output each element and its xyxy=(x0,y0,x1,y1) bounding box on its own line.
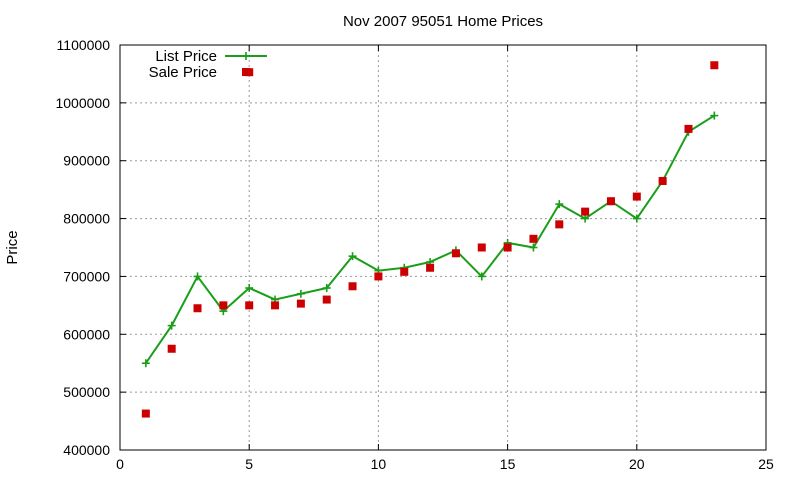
legend-marker xyxy=(242,52,250,60)
data-point xyxy=(426,263,435,272)
data-point xyxy=(296,289,305,298)
y-axis-label: Price xyxy=(4,230,21,264)
series-0 xyxy=(141,111,719,368)
data-point xyxy=(581,207,590,216)
data-point xyxy=(555,220,564,229)
data-point xyxy=(193,272,202,281)
data-point xyxy=(245,284,254,292)
y-tick-label: 800000 xyxy=(63,211,110,227)
axis-ticks: 0 5 10 15 20 25 400000 500000 600000 700000 800000… xyxy=(55,37,774,472)
chart-title: Nov 2007 95051 Home Prices xyxy=(343,13,543,30)
y-tick-label: 900000 xyxy=(63,153,110,169)
data-point xyxy=(710,111,719,120)
y-tick-label: 600000 xyxy=(63,326,110,342)
data-point xyxy=(581,214,590,223)
data-point xyxy=(529,243,538,252)
x-tick-label: 20 xyxy=(629,456,645,472)
data-point xyxy=(632,214,641,223)
plot-frame xyxy=(119,44,767,451)
data-point xyxy=(322,295,331,304)
y-tick-label: 1000000 xyxy=(55,95,110,111)
x-tick-label: 5 xyxy=(245,456,253,472)
x-tick-label: 10 xyxy=(371,456,387,472)
series-1 xyxy=(141,61,719,418)
x-tick-label: 25 xyxy=(758,456,774,472)
data-point xyxy=(374,272,383,281)
x-tick-label: 15 xyxy=(500,456,516,472)
data-point xyxy=(529,234,538,243)
data-point xyxy=(219,301,228,310)
data-point xyxy=(503,243,512,252)
data-point xyxy=(271,301,280,310)
data-point xyxy=(477,272,486,281)
x-tick-label: 0 xyxy=(116,456,124,472)
data-point xyxy=(606,197,615,206)
data-point xyxy=(400,267,409,276)
data-point xyxy=(141,409,150,418)
y-tick-label: 400000 xyxy=(63,442,110,458)
y-tick-label: 700000 xyxy=(63,268,110,284)
data-point xyxy=(141,359,150,368)
legend-item: List Price xyxy=(155,48,267,65)
data-point xyxy=(348,252,357,261)
y-tick-label: 1100000 xyxy=(57,37,111,53)
legend-label: List Price xyxy=(155,48,217,65)
data-point xyxy=(245,301,254,310)
data-point xyxy=(451,249,460,258)
data-point xyxy=(710,61,719,70)
y-tick-label: 500000 xyxy=(63,384,110,400)
data-point xyxy=(296,299,305,308)
data-series xyxy=(141,61,719,418)
data-point xyxy=(658,176,667,185)
data-point xyxy=(167,344,176,353)
data-point xyxy=(322,284,331,292)
legend-label: Sale Price xyxy=(149,64,217,81)
data-point xyxy=(477,243,486,252)
data-point xyxy=(348,282,357,291)
series-line xyxy=(145,114,715,364)
legend-item: Sale Price xyxy=(149,64,250,81)
grid-lines xyxy=(120,45,766,450)
data-point xyxy=(167,321,176,330)
data-point xyxy=(193,304,202,313)
data-point xyxy=(684,124,693,133)
data-point xyxy=(632,192,641,201)
legend-marker xyxy=(242,68,250,76)
data-point xyxy=(555,200,564,209)
